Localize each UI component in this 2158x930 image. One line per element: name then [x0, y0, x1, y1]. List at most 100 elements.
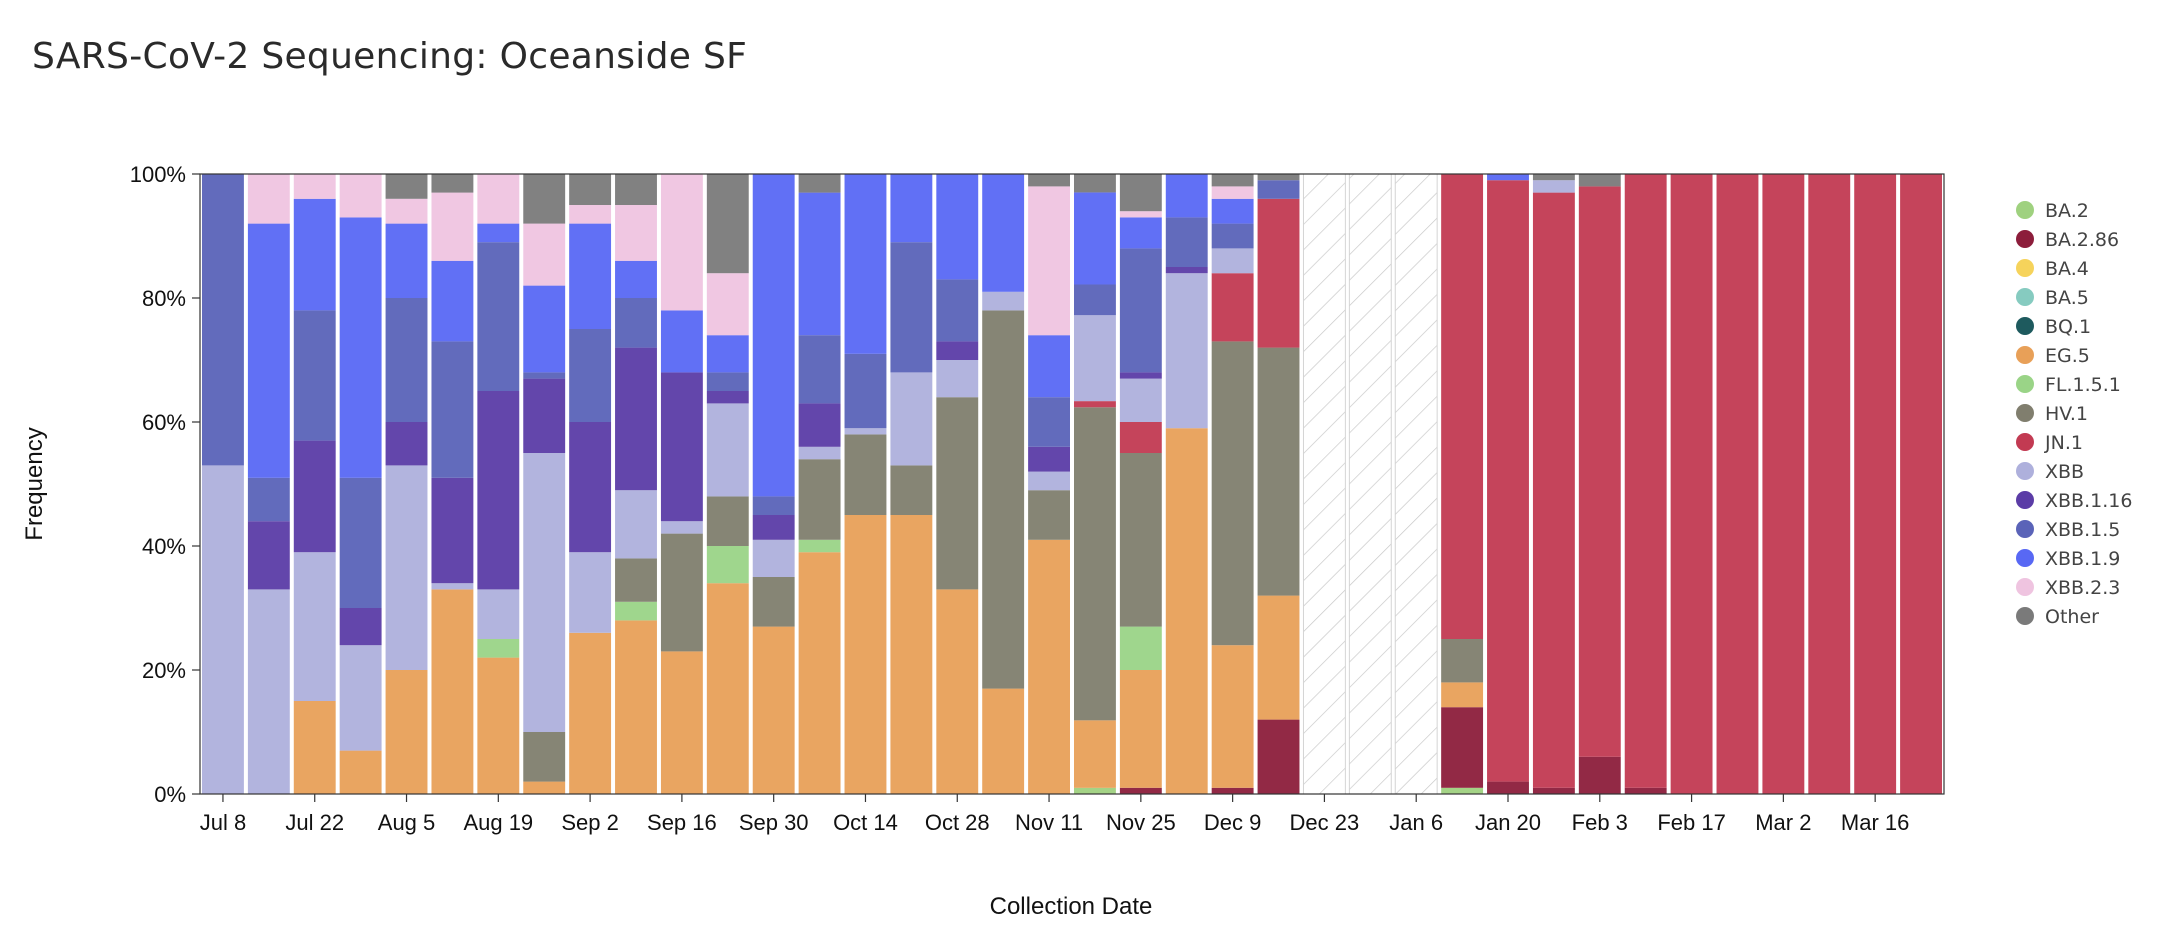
bar-segment[interactable] [615, 174, 657, 205]
bar-segment[interactable] [1211, 186, 1254, 199]
bar-segment[interactable] [1028, 539, 1070, 794]
bar-segment[interactable] [569, 422, 612, 553]
bar-segment[interactable] [477, 174, 520, 224]
bar-segment[interactable] [1854, 174, 1897, 794]
bar-segment[interactable] [431, 583, 474, 590]
bar-segment[interactable] [1119, 378, 1162, 422]
bar-segment[interactable] [1119, 453, 1162, 627]
bar-segment[interactable] [890, 242, 933, 373]
legend-label[interactable]: BQ.1 [2045, 316, 2091, 338]
bar-segment[interactable] [798, 446, 841, 460]
legend-label[interactable]: XBB.2.3 [2045, 577, 2120, 599]
bar-segment[interactable] [844, 353, 887, 429]
bar-segment[interactable] [1441, 639, 1484, 683]
bar-segment[interactable] [1074, 787, 1116, 794]
bar-segment[interactable] [523, 223, 566, 286]
bar-segment[interactable] [1165, 422, 1208, 429]
bar-segment[interactable] [1257, 595, 1300, 720]
bar-segment[interactable] [752, 539, 795, 577]
bar-segment[interactable] [1808, 174, 1851, 794]
bar-segment[interactable] [936, 589, 979, 794]
bar-segment[interactable] [431, 174, 474, 193]
bar-segment[interactable] [1624, 174, 1667, 788]
bar-segment[interactable] [1211, 645, 1254, 788]
bar-segment[interactable] [1028, 446, 1070, 472]
bar-segment[interactable] [1487, 781, 1529, 794]
bar-segment[interactable] [660, 310, 703, 373]
bar-segment[interactable] [798, 459, 841, 540]
bar-segment[interactable] [1716, 174, 1759, 794]
bar-segment[interactable] [936, 397, 979, 590]
bar-segment[interactable] [339, 608, 382, 646]
bar-segment[interactable] [1119, 217, 1162, 249]
bar-segment[interactable] [844, 174, 887, 354]
bar-segment[interactable] [798, 335, 841, 404]
bar-segment[interactable] [1119, 248, 1162, 373]
bar-segment[interactable] [1578, 756, 1621, 794]
bar-segment[interactable] [477, 657, 520, 794]
bar-segment[interactable] [202, 465, 244, 794]
bar-segment[interactable] [706, 546, 749, 584]
bar-segment[interactable] [615, 298, 657, 348]
bar-segment[interactable] [1441, 174, 1484, 639]
bar-segment[interactable] [982, 291, 1025, 311]
bar-segment[interactable] [1165, 217, 1208, 267]
bar-segment[interactable] [1670, 174, 1713, 794]
bar-segment[interactable] [890, 465, 933, 515]
bar-segment[interactable] [477, 391, 520, 590]
legend-label[interactable]: BA.4 [2045, 258, 2089, 280]
bar-segment[interactable] [1119, 422, 1162, 453]
legend-label[interactable]: BA.2.86 [2045, 229, 2119, 251]
bar-segment[interactable] [569, 205, 612, 224]
bar-segment[interactable] [982, 310, 1025, 689]
bar-segment[interactable] [706, 403, 749, 497]
bar-segment[interactable] [247, 589, 290, 794]
bar-segment[interactable] [293, 310, 336, 441]
bar-segment[interactable] [1532, 180, 1575, 193]
bar-segment[interactable] [752, 496, 795, 515]
bar-segment[interactable] [477, 589, 520, 639]
bar-segment[interactable] [1119, 211, 1162, 218]
bar-segment[interactable] [1211, 341, 1254, 646]
bar-segment[interactable] [293, 552, 336, 701]
bar-segment[interactable] [752, 626, 795, 794]
bar-segment[interactable] [569, 174, 612, 205]
bar-segment[interactable] [569, 223, 612, 329]
bar-segment[interactable] [615, 347, 657, 491]
bar-segment[interactable] [1578, 174, 1621, 187]
bar-segment[interactable] [1119, 670, 1162, 788]
bar-segment[interactable] [477, 242, 520, 391]
bar-segment[interactable] [1211, 273, 1254, 342]
bar-segment[interactable] [523, 378, 566, 453]
bar-segment[interactable] [1441, 682, 1484, 708]
bar-segment[interactable] [1165, 174, 1208, 218]
bar-segment[interactable] [615, 558, 657, 602]
bar-segment[interactable] [660, 651, 703, 794]
legend-label[interactable]: XBB.1.16 [2045, 490, 2132, 512]
bar-segment[interactable] [798, 192, 841, 336]
bar-segment[interactable] [1165, 273, 1208, 422]
bar-segment[interactable] [431, 260, 474, 342]
bar-segment[interactable] [293, 174, 336, 199]
bar-segment[interactable] [339, 645, 382, 751]
bar-segment[interactable] [431, 477, 474, 584]
bar-segment[interactable] [1211, 174, 1254, 187]
bar-segment[interactable] [1119, 174, 1162, 212]
bar-segment[interactable] [1119, 787, 1162, 794]
bar-segment[interactable] [385, 223, 428, 298]
bar-segment[interactable] [1624, 787, 1667, 794]
bar-segment[interactable] [844, 428, 887, 435]
bar-segment[interactable] [1257, 719, 1300, 794]
bar-segment[interactable] [1578, 186, 1621, 757]
bar-segment[interactable] [1165, 428, 1208, 794]
bar-segment[interactable] [339, 477, 382, 608]
bar-segment[interactable] [385, 670, 428, 794]
bar-segment[interactable] [523, 453, 566, 732]
bar-segment[interactable] [798, 174, 841, 193]
bar-segment[interactable] [1074, 401, 1116, 408]
bar-segment[interactable] [1257, 198, 1300, 348]
bar-segment[interactable] [1257, 347, 1300, 596]
bar-segment[interactable] [1028, 186, 1070, 336]
bar-segment[interactable] [1900, 174, 1942, 794]
bar-segment[interactable] [798, 539, 841, 553]
